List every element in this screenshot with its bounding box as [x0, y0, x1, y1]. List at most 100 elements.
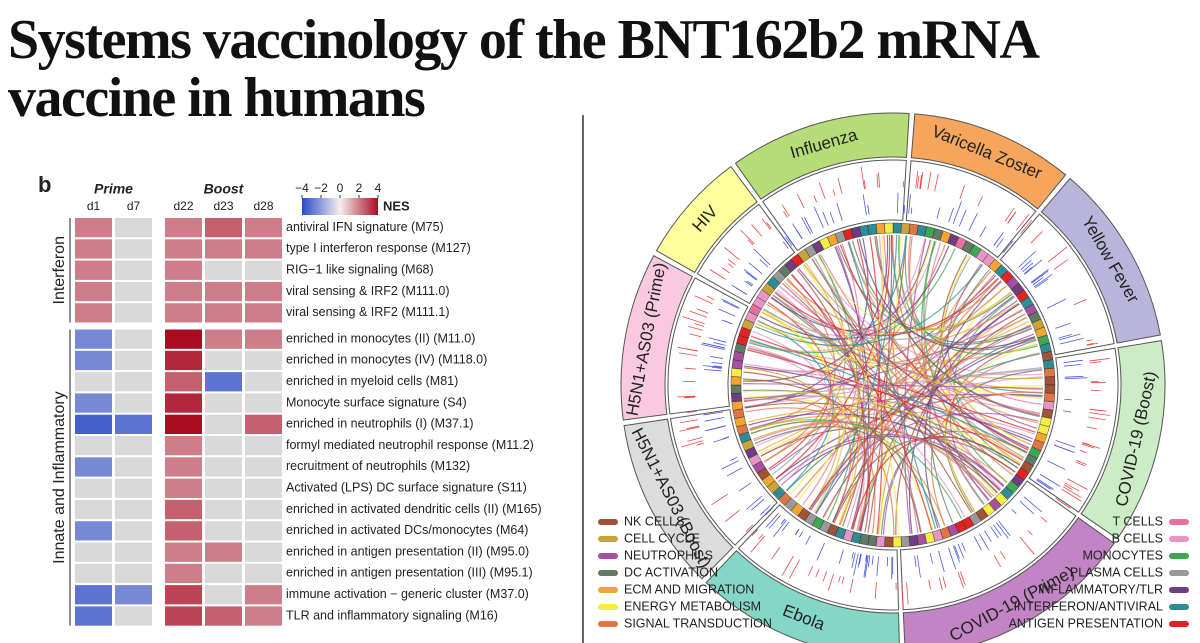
track-tick: [805, 535, 811, 545]
chord: [749, 418, 946, 526]
segment: [1040, 177, 1161, 344]
track-tick: [781, 555, 794, 576]
heatmap-cell: [115, 393, 152, 413]
track-tick: [1081, 443, 1095, 449]
track-tick: [813, 206, 824, 228]
track-tick: [766, 222, 772, 229]
ring-block: [884, 222, 894, 234]
chord: [753, 421, 993, 499]
track-tick: [1047, 460, 1066, 470]
heatmap-cell: [205, 393, 242, 413]
track-tick: [782, 241, 789, 249]
track-tick: [747, 239, 754, 246]
heatmap-cell: [245, 350, 282, 371]
track-tick: [1089, 412, 1110, 416]
colorbar-label: NES: [383, 198, 410, 213]
track-tick: [822, 571, 827, 582]
track-tick: [990, 526, 999, 539]
track-tick: [874, 582, 877, 599]
heatmap-cell: [115, 563, 152, 584]
track-tick: [753, 248, 771, 266]
chord: [766, 303, 1043, 380]
chord: [941, 256, 1027, 454]
segment: [734, 112, 910, 200]
chord: [811, 258, 1043, 376]
heatmap-cell: [75, 350, 112, 371]
colorbar-tick-label: 2: [356, 181, 363, 195]
track-tick: [687, 436, 703, 442]
row-group-label: Innate and Inflammatory: [51, 391, 68, 564]
legend-swatch: [598, 621, 618, 627]
chord: [747, 347, 865, 531]
heatmap-cell: [165, 239, 202, 259]
track-tick: [706, 295, 715, 301]
track-tick: [722, 300, 740, 310]
track-tick: [851, 552, 854, 559]
track-tick: [1023, 496, 1043, 513]
track-tick: [740, 229, 755, 245]
track-tick: [993, 524, 1002, 537]
legend-label: B CELLS: [1112, 531, 1163, 545]
heatmap-cell: [75, 393, 112, 413]
track-tick: [1032, 277, 1044, 286]
track-tick: [701, 342, 726, 349]
track-tick: [1059, 337, 1084, 345]
row-label: viral sensing & IRF2 (M111.1): [286, 305, 449, 319]
heatmap-cell: [75, 521, 112, 541]
track-tick: [798, 531, 804, 538]
heatmap-cell: [205, 239, 242, 259]
track-tick: [709, 269, 726, 280]
chord: [929, 269, 990, 523]
track-tick: [686, 410, 697, 414]
panel-label: b: [38, 172, 51, 197]
track-tick: [957, 544, 965, 559]
track-tick: [1054, 444, 1075, 454]
track-tick: [682, 316, 705, 325]
legend-swatch: [1169, 553, 1189, 559]
track-tick: [683, 396, 696, 399]
track-tick: [1020, 220, 1033, 234]
legend-swatch: [598, 587, 618, 593]
heatmap-cell: [115, 260, 152, 280]
heatmap-cell: [165, 260, 202, 280]
heatmap-cell: [165, 457, 202, 477]
track-tick: [919, 181, 922, 189]
legend-label: DC ACTIVATION: [624, 565, 718, 579]
row-label: viral sensing & IRF2 (M111.0): [286, 284, 449, 298]
track-tick: [871, 555, 874, 565]
track-tick: [743, 269, 758, 280]
ring-block: [1042, 359, 1055, 370]
heatmap-cell: [245, 414, 282, 434]
chord: [743, 389, 1019, 469]
track-tick: [876, 174, 879, 188]
track-tick: [851, 552, 856, 569]
track-tick: [679, 426, 700, 432]
track-tick: [748, 262, 763, 274]
chord: [930, 391, 1043, 527]
track-tick: [903, 204, 906, 214]
track-tick: [780, 226, 794, 246]
track-tick: [760, 505, 771, 516]
track-tick: [785, 236, 793, 247]
heatmap-cell: [205, 478, 242, 498]
track-tick: [713, 436, 730, 443]
track-tick: [684, 367, 696, 370]
track-tick: [751, 224, 763, 237]
heatmap-cell: [75, 585, 112, 605]
heatmap-cell: [245, 606, 282, 626]
track-tick: [678, 352, 698, 357]
track-tick: [938, 550, 945, 572]
legend-swatch: [1169, 621, 1189, 627]
chord: [750, 335, 1036, 433]
track-tick: [934, 173, 939, 192]
track-tick: [948, 207, 954, 223]
track-tick: [758, 534, 764, 540]
heatmap-cell: [205, 542, 242, 562]
track-tick: [952, 201, 962, 224]
track-tick: [1002, 240, 1014, 254]
ring-block: [892, 222, 902, 234]
ring-block: [867, 223, 878, 236]
track-tick: [853, 553, 859, 576]
track-tick: [876, 556, 879, 577]
heatmap-cell: [115, 303, 152, 323]
